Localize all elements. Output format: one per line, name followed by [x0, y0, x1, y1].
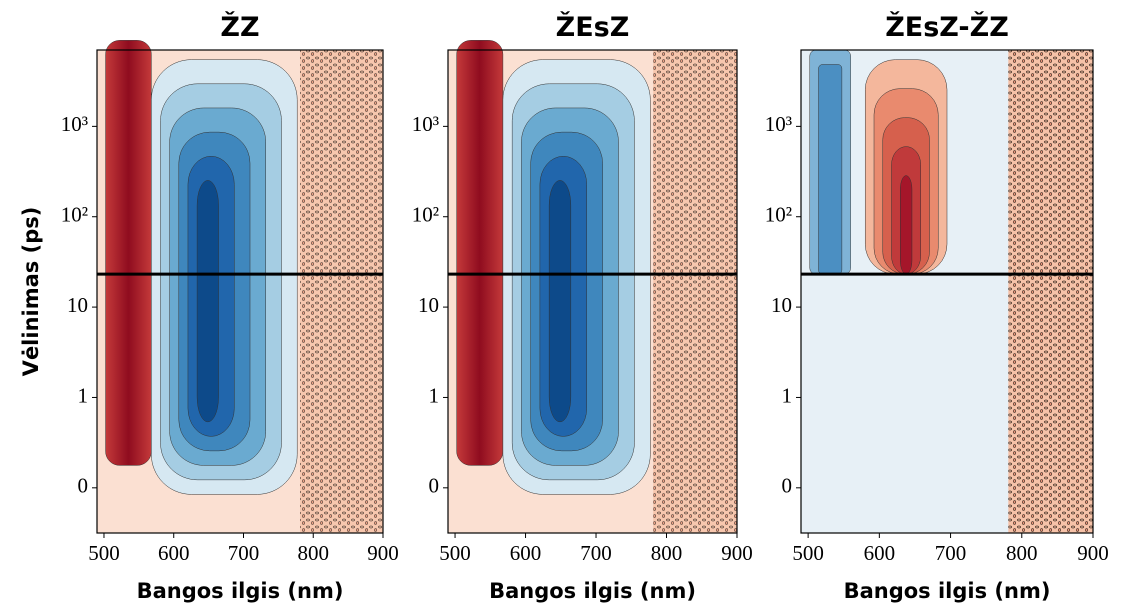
y-tick-label: 10 — [67, 293, 88, 317]
plot-frame — [800, 49, 1094, 534]
y-tick-label: 10³ — [61, 112, 88, 136]
y-tick-label: 0 — [78, 474, 89, 498]
x-axis-label: Bangos ilgis (nm) — [489, 579, 696, 603]
y-tick-label: 10² — [412, 203, 439, 227]
y-tick-label: 10 — [418, 293, 439, 317]
x-tick-label: 500 — [792, 541, 824, 565]
x-tick-label: 700 — [580, 541, 612, 565]
contour-region — [818, 64, 843, 275]
x-tick-label: 600 — [864, 541, 896, 565]
y-tick-label: 10³ — [412, 112, 439, 136]
y-tick-label: 1 — [429, 383, 440, 407]
noise-region — [1008, 50, 1093, 533]
noise-region — [300, 50, 383, 533]
x-tick-label: 700 — [228, 541, 260, 565]
x-tick-label: 900 — [1077, 541, 1109, 565]
heatmap-field — [801, 49, 1093, 533]
panel-title: ŽZ — [220, 11, 259, 43]
plot-frame — [96, 49, 384, 534]
x-tick-label: 600 — [158, 541, 190, 565]
noise-region — [653, 50, 737, 533]
y-tick-label: 10³ — [765, 112, 792, 136]
panel-title: ŽEsZ — [556, 11, 630, 43]
plot-frame — [447, 49, 738, 534]
y-tick-label: 10 — [771, 293, 792, 317]
x-tick-label: 800 — [297, 541, 329, 565]
y-tick-label: 10² — [61, 203, 88, 227]
x-tick-label: 800 — [1006, 541, 1038, 565]
heatmap-field — [448, 40, 737, 533]
y-tick-label: 10² — [765, 203, 792, 227]
y-tick-label: 0 — [429, 474, 440, 498]
y-tick-label: 1 — [78, 383, 89, 407]
y-tick-label: 1 — [782, 383, 793, 407]
x-tick-label: 500 — [439, 541, 471, 565]
contour-region — [196, 180, 219, 423]
heatmap-field — [97, 40, 383, 533]
contour-region — [900, 175, 913, 275]
x-tick-label: 700 — [935, 541, 967, 565]
x-tick-label: 500 — [88, 541, 120, 565]
x-tick-label: 900 — [367, 541, 399, 565]
x-axis-label: Bangos ilgis (nm) — [844, 579, 1051, 603]
y-tick-label: 0 — [782, 474, 793, 498]
contour-region — [456, 40, 504, 466]
x-tick-label: 900 — [721, 541, 753, 565]
y-axis-label: Vėlinimas (ps) — [19, 207, 43, 377]
contour-region — [105, 40, 152, 466]
contour-region — [548, 180, 572, 423]
x-axis-label: Bangos ilgis (nm) — [137, 579, 344, 603]
x-tick-label: 600 — [510, 541, 542, 565]
x-tick-label: 800 — [651, 541, 683, 565]
panel-title: ŽEsZ-ŽZ — [885, 11, 1009, 43]
